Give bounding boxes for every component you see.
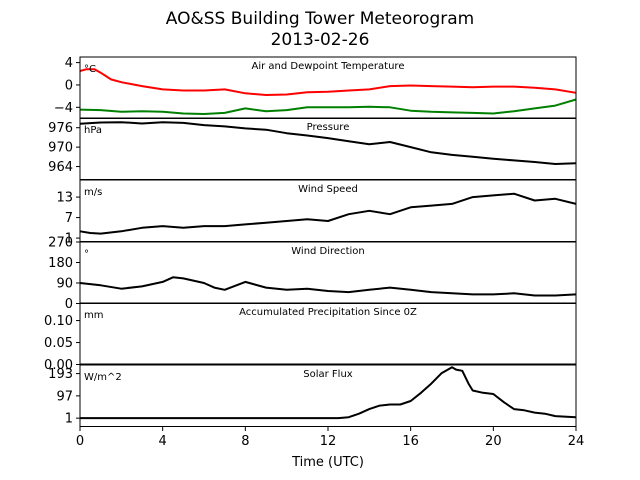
y-tick-label: 1 <box>65 412 73 427</box>
panel-unit: °C <box>84 64 96 75</box>
x-tick-label: 16 <box>402 434 419 449</box>
y-tick-label: 180 <box>48 256 73 271</box>
panel-title: Wind Speed <box>298 184 358 195</box>
panel-title: Air and Dewpoint Temperature <box>252 61 405 72</box>
x-tick-label: 12 <box>320 434 337 449</box>
y-tick-label: 193 <box>48 367 73 382</box>
panel-5: 193 97 1 Solar Flux W/m^2 <box>48 364 577 427</box>
y-tick-label: 0 <box>65 297 73 312</box>
x-tick-label: 24 <box>568 434 585 449</box>
panel-1: 976 970 964 Pressure hPa <box>48 117 577 180</box>
panel-title: Solar Flux <box>303 369 353 380</box>
panel-unit: mm <box>84 310 103 321</box>
x-tick-label: 8 <box>241 434 249 449</box>
y-tick-label: 270 <box>48 236 73 251</box>
figure-title-line1: AO&SS Building Tower Meteorogram <box>166 9 474 29</box>
y-tick-label: 7 <box>65 211 73 226</box>
x-axis-label: Time (UTC) <box>291 455 364 470</box>
series-line-5-0 <box>80 366 577 420</box>
panel-unit: W/m^2 <box>84 372 122 383</box>
y-tick-label: 13 <box>56 191 73 206</box>
panel-unit: ° <box>84 249 89 260</box>
series-line-0-1 <box>79 98 577 115</box>
y-tick-label: 0.05 <box>44 336 73 351</box>
x-axis: 0 4 8 12 16 20 24 <box>76 427 584 449</box>
x-tick-label: 20 <box>485 434 502 449</box>
y-tick-label: 976 <box>48 121 73 136</box>
panel-3: 270 180 90 0 Wind Direction ° <box>48 236 577 312</box>
panel-4: 0.10 0.05 0.00 Accumulated Precipitation Si… <box>44 302 577 373</box>
panel-unit: hPa <box>84 125 102 136</box>
y-tick-label: 90 <box>56 277 73 292</box>
y-tick-label: 970 <box>48 141 73 156</box>
series-line-1-0 <box>79 121 577 165</box>
panel-2: 13 7 1 Wind Speed m/s <box>56 179 577 247</box>
y-tick-label: 0.10 <box>44 314 73 329</box>
y-tick-label: 0.00 <box>44 358 73 373</box>
y-tick-label: 1 <box>65 232 73 247</box>
y-tick-label: 964 <box>48 160 73 175</box>
y-tick-label: 4 <box>65 56 73 71</box>
panel-0: 4 0 −4 Air and Dewpoint Temperature °C <box>54 56 577 119</box>
y-tick-label: 97 <box>56 389 73 404</box>
panel-title: Pressure <box>307 122 350 133</box>
figure-title-line2: 2013-02-26 <box>271 30 370 50</box>
y-tick-label: 0 <box>65 78 73 93</box>
y-tick-label: −4 <box>54 101 73 116</box>
panel-title: Wind Direction <box>291 246 365 257</box>
x-tick-label: 4 <box>159 434 167 449</box>
x-tick-label: 0 <box>76 434 84 449</box>
series-line-0-0 <box>79 68 577 96</box>
panel-title: Accumulated Precipitation Since 0Z <box>239 307 417 318</box>
series-line-2-0 <box>79 192 577 235</box>
series-line-3-0 <box>79 276 577 297</box>
panel-unit: m/s <box>84 187 102 198</box>
